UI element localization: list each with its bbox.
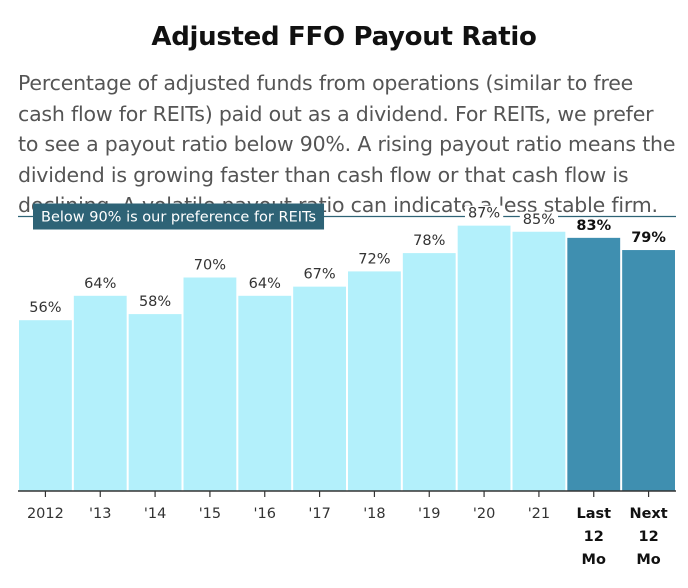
bar-2012 <box>19 320 72 491</box>
value-label-background <box>464 205 504 222</box>
bar--17 <box>293 286 346 491</box>
x-tick-label: Mo <box>582 552 606 568</box>
bar--20 <box>457 225 511 491</box>
value-label: 64% <box>84 276 116 292</box>
value-label: 64% <box>249 276 281 292</box>
x-tick-label: '20 <box>473 506 495 522</box>
value-label-background <box>355 251 394 268</box>
value-label-background <box>410 233 449 250</box>
x-tick-label: 2012 <box>27 506 64 522</box>
x-tick-label: 12 <box>584 529 604 545</box>
value-label-background <box>26 300 65 317</box>
x-tick-label: '18 <box>363 506 385 522</box>
x-tick-label: '19 <box>418 506 440 522</box>
reference-line-label-box <box>33 203 325 230</box>
x-tick-label: 12 <box>638 529 658 545</box>
value-label: 58% <box>139 294 171 310</box>
value-label: 79% <box>631 230 666 246</box>
bar--19 <box>402 253 456 491</box>
x-tick-label: Last <box>576 506 611 522</box>
x-tick-label: '14 <box>144 506 166 522</box>
value-label: 67% <box>303 267 335 283</box>
value-label-background <box>245 275 284 292</box>
x-tick-label: '21 <box>528 506 550 522</box>
value-label: 87% <box>468 206 500 222</box>
value-label-background <box>519 211 559 228</box>
bar-next-12-mo <box>622 250 675 491</box>
bar--21 <box>512 231 566 491</box>
value-label-background <box>81 275 120 292</box>
bar--13 <box>73 295 127 491</box>
x-tick-label: '16 <box>254 506 276 522</box>
bar--15 <box>183 277 237 491</box>
value-label-background <box>190 257 230 274</box>
value-label-background <box>628 230 670 247</box>
bar-last-12-mo <box>567 237 621 491</box>
x-tick-label: '13 <box>89 506 111 522</box>
value-label: 78% <box>413 233 445 249</box>
chart-description: Percentage of adjusted funds from operat… <box>18 71 676 217</box>
chart-title: Adjusted FFO Payout Ratio <box>151 22 537 52</box>
value-label-background <box>300 266 339 283</box>
reference-line-label: Below 90% is our preference for REITs <box>41 210 316 226</box>
value-label-background <box>573 217 615 234</box>
value-label-background <box>135 294 175 311</box>
value-label: 70% <box>194 258 226 274</box>
x-tick-label: '15 <box>199 506 221 522</box>
bar--16 <box>238 295 292 491</box>
value-label: 56% <box>29 300 61 316</box>
x-tick-label: Next <box>629 506 667 522</box>
x-tick-label: '17 <box>308 506 330 522</box>
bar--14 <box>128 314 182 491</box>
bar--18 <box>348 271 401 491</box>
value-label: 83% <box>576 218 611 234</box>
value-label: 85% <box>523 212 555 228</box>
x-tick-label: Mo <box>636 552 660 568</box>
value-label: 72% <box>358 251 390 267</box>
